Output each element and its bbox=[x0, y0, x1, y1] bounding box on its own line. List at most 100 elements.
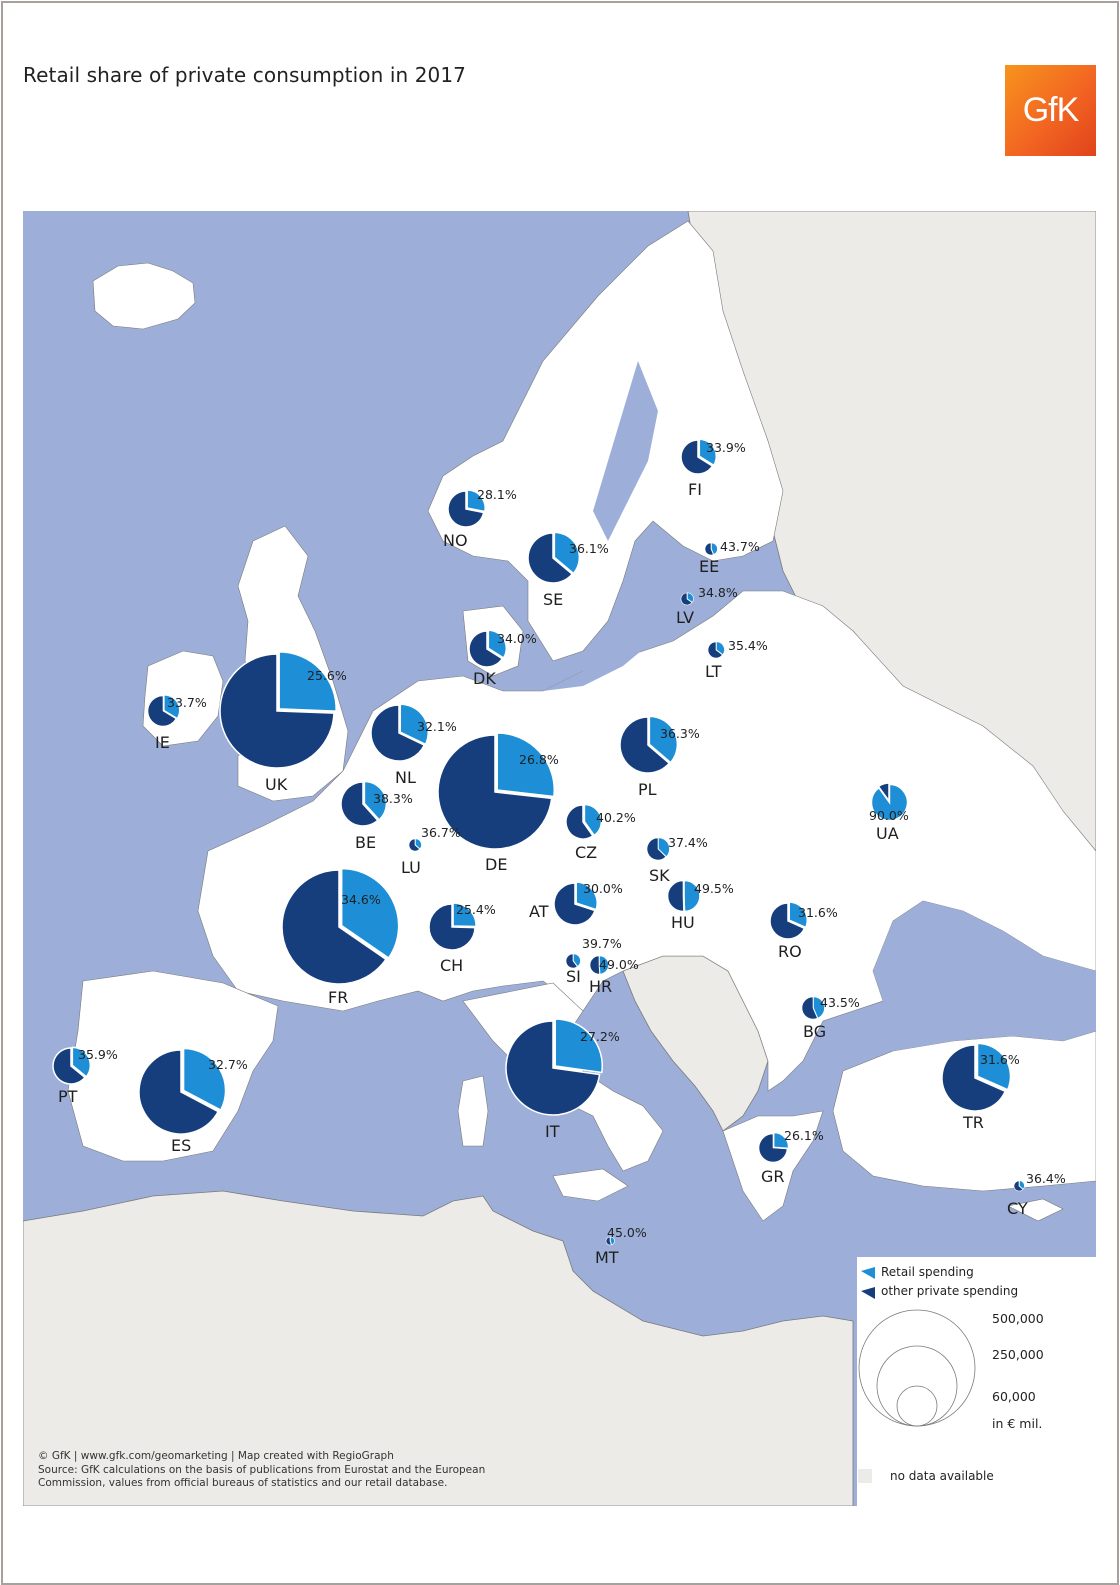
country-code-lu: LU bbox=[401, 858, 421, 877]
country-code-ch: CH bbox=[440, 956, 463, 975]
pct-label-pt: 35.9% bbox=[78, 1047, 118, 1062]
sea-black-sea bbox=[873, 901, 1096, 1051]
country-code-hu: HU bbox=[671, 913, 695, 932]
country-code-pl: PL bbox=[638, 780, 657, 799]
pct-label-cy: 36.4% bbox=[1026, 1171, 1066, 1186]
pct-label-uk: 25.6% bbox=[307, 668, 347, 683]
pie-ch bbox=[428, 902, 477, 951]
country-code-fr: FR bbox=[328, 988, 348, 1007]
land-sicily bbox=[552, 1168, 629, 1202]
pie-retail-slice bbox=[716, 641, 725, 656]
country-code-at: AT bbox=[529, 902, 549, 921]
pie-other-slice bbox=[565, 804, 594, 840]
pie-retail-slice bbox=[399, 703, 430, 746]
country-code-mt: MT bbox=[595, 1248, 619, 1267]
pct-label-lv: 34.8% bbox=[698, 585, 738, 600]
pie-se bbox=[527, 531, 581, 584]
pie-retail-slice bbox=[164, 694, 180, 719]
pie-other-slice bbox=[589, 955, 600, 975]
pie-retail-slice bbox=[575, 881, 598, 911]
pie-other-slice bbox=[468, 630, 504, 668]
pie-other-slice bbox=[758, 1133, 788, 1163]
legend-retail-swatch bbox=[861, 1267, 875, 1279]
pie-other-slice bbox=[769, 902, 806, 940]
country-code-be: BE bbox=[355, 833, 376, 852]
legend-circle-large bbox=[858, 1309, 976, 1427]
pie-other-slice bbox=[801, 996, 818, 1020]
pie-other-slice bbox=[138, 1049, 220, 1135]
country-code-pt: PT bbox=[58, 1087, 78, 1106]
country-code-hr: HR bbox=[589, 977, 612, 996]
pct-label-ch: 25.4% bbox=[456, 902, 496, 917]
pie-other-slice bbox=[1013, 1180, 1024, 1192]
pie-other-slice bbox=[565, 953, 578, 969]
sea-bothnia bbox=[593, 361, 658, 541]
pie-retail-slice bbox=[466, 489, 486, 513]
pie-pl bbox=[619, 715, 679, 774]
land-cyprus bbox=[1007, 1198, 1064, 1222]
legend-size-500000: 500,000 bbox=[992, 1311, 1044, 1326]
pie-retail-slice bbox=[648, 715, 679, 764]
pct-label-ee: 43.7% bbox=[720, 539, 760, 554]
pie-other-slice bbox=[941, 1044, 1007, 1112]
pie-fi bbox=[680, 438, 718, 475]
pie-lt bbox=[707, 641, 725, 659]
pct-label-ro: 31.6% bbox=[798, 905, 838, 920]
country-code-it: IT bbox=[545, 1122, 560, 1141]
legend-circle-small bbox=[896, 1385, 938, 1427]
pie-retail-slice bbox=[684, 880, 700, 912]
legend-box: Retail spending other private spending 5… bbox=[857, 1257, 1096, 1506]
country-code-lt: LT bbox=[705, 662, 722, 681]
pie-fr bbox=[281, 867, 400, 985]
country-code-fi: FI bbox=[688, 480, 702, 499]
pie-other-slice bbox=[408, 838, 420, 852]
pct-label-de: 26.8% bbox=[519, 752, 559, 767]
pie-lu bbox=[408, 838, 422, 852]
pct-label-hr: 49.0% bbox=[599, 957, 639, 972]
country-code-se: SE bbox=[543, 590, 563, 609]
pie-retail-slice bbox=[573, 953, 581, 967]
pie-other-slice bbox=[704, 542, 714, 556]
country-code-cy: CY bbox=[1007, 1199, 1028, 1218]
pie-cy bbox=[1013, 1180, 1025, 1192]
pct-label-ua: 90.0% bbox=[869, 808, 909, 823]
pie-retail-slice bbox=[711, 542, 718, 555]
pie-other-slice bbox=[680, 592, 693, 606]
legend-graphics bbox=[858, 1267, 976, 1427]
country-code-gr: GR bbox=[761, 1167, 785, 1186]
pct-label-mt: 45.0% bbox=[607, 1225, 647, 1240]
pct-label-es: 32.7% bbox=[208, 1057, 248, 1072]
gfk-logo: GfK bbox=[1005, 65, 1096, 156]
country-code-nl: NL bbox=[395, 768, 416, 787]
pct-label-bg: 43.5% bbox=[820, 995, 860, 1010]
pie-ie bbox=[147, 694, 180, 727]
pie-retail-slice bbox=[687, 592, 694, 603]
sea-baltic bbox=[543, 561, 683, 691]
pie-other-slice bbox=[147, 695, 177, 727]
pie-ee bbox=[704, 542, 718, 556]
pct-label-si: 39.7% bbox=[582, 936, 622, 951]
pie-at bbox=[553, 881, 598, 926]
pie-other-slice bbox=[437, 734, 553, 850]
pct-label-fi: 33.9% bbox=[706, 440, 746, 455]
pie-tr bbox=[941, 1042, 1012, 1112]
pct-label-se: 36.1% bbox=[569, 541, 609, 556]
country-code-tr: TR bbox=[962, 1113, 984, 1132]
pie-other-slice bbox=[605, 1236, 612, 1246]
pct-label-be: 38.3% bbox=[373, 791, 413, 806]
pct-label-no: 28.1% bbox=[477, 487, 517, 502]
country-code-dk: DK bbox=[473, 669, 496, 688]
land-greece bbox=[722, 1110, 824, 1222]
country-code-no: NO bbox=[443, 531, 468, 550]
pie-retail-slice bbox=[553, 531, 581, 575]
pie-retail-slice bbox=[870, 783, 909, 822]
pie-retail-slice bbox=[976, 1042, 1012, 1091]
pie-retail-slice bbox=[340, 867, 400, 959]
pie-hu bbox=[667, 880, 700, 912]
pie-other-slice bbox=[428, 903, 476, 951]
pie-retail-slice bbox=[363, 780, 388, 821]
pie-no bbox=[447, 489, 486, 528]
pie-other-slice bbox=[619, 716, 671, 774]
pct-label-pl: 36.3% bbox=[660, 726, 700, 741]
